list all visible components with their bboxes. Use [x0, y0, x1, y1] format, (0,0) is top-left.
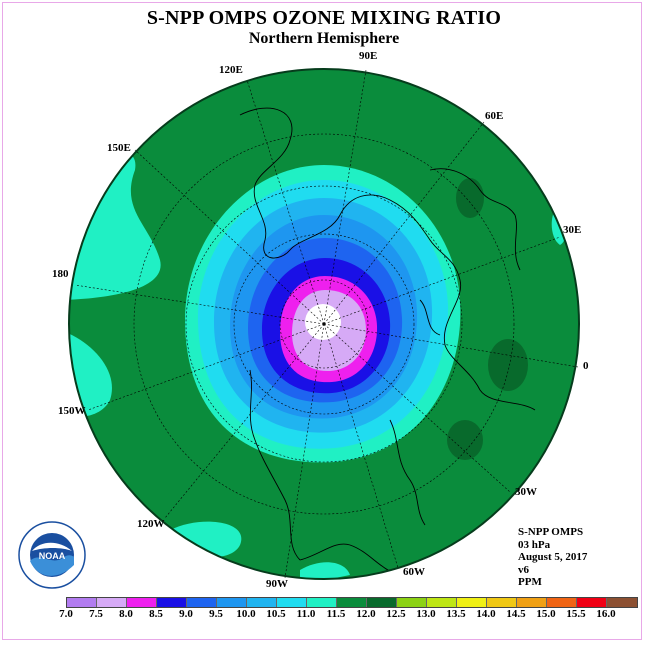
- lon-label-60w: 60W: [403, 566, 425, 578]
- blob-dark-se: [447, 420, 483, 460]
- colorbar-swatch: [577, 598, 607, 607]
- colorbar-swatch: [547, 598, 577, 607]
- colorbar-tick-label: 13.5: [446, 608, 466, 620]
- lon-label-90e: 90E: [359, 50, 378, 62]
- colorbar-swatch: [337, 598, 367, 607]
- colorbar-swatch: [367, 598, 397, 607]
- colorbar-swatch: [67, 598, 97, 607]
- lon-label-90w: 90W: [266, 578, 288, 590]
- patch-cyan-south: [170, 521, 242, 557]
- info-units: PPM: [518, 576, 542, 588]
- colorbar-swatch: [397, 598, 427, 607]
- product-info: S-NPP OMPS 03 hPa August 5, 2017 v6 PPM: [518, 526, 587, 589]
- colorbar-swatch: [487, 598, 517, 607]
- polar-no-data: [305, 304, 341, 340]
- noaa-logo: NOAA: [18, 521, 86, 589]
- lon-label-30e: 30E: [563, 224, 582, 236]
- noaa-logo-text: NOAA: [39, 551, 66, 561]
- lon-label-120e: 120E: [219, 64, 243, 76]
- info-date: August 5, 2017: [518, 551, 588, 563]
- patch-cyan-bottom: [300, 562, 350, 579]
- map-title: S-NPP OMPS OZONE MIXING RATIO: [146, 7, 502, 29]
- colorbar-swatch: [607, 598, 637, 607]
- colorbar-tick-label: 10.5: [266, 608, 286, 620]
- colorbar-swatch: [157, 598, 187, 607]
- graticule: [74, 69, 579, 579]
- colorbar-tick-label: 11.0: [296, 608, 316, 620]
- colorbar-tick-label: 11.5: [326, 608, 346, 620]
- colorbar-swatch: [427, 598, 457, 607]
- colorbar-tick-label: 13.0: [416, 608, 436, 620]
- map-border: [68, 68, 580, 580]
- colorbar-tick-label: 14.5: [506, 608, 526, 620]
- lon-label-60e: 60E: [485, 110, 504, 122]
- colorbar-swatch: [277, 598, 307, 607]
- colorbar-tick-label: 9.0: [179, 608, 193, 620]
- colorbar-tick-label: 10.0: [236, 608, 256, 620]
- map-subtitle: Northern Hemisphere: [248, 30, 400, 47]
- colorbar-swatch: [187, 598, 217, 607]
- coastlines: [239, 107, 536, 576]
- colorbar-swatch: [217, 598, 247, 607]
- info-version: v6: [518, 563, 529, 576]
- lon-label-120w: 120W: [137, 518, 165, 530]
- lon-label-180: 180: [52, 268, 69, 280]
- colorbar-swatch: [247, 598, 277, 607]
- colorbar-tick-label: 12.0: [356, 608, 376, 620]
- colorbar-tick-label: 12.5: [386, 608, 406, 620]
- colorbar-swatch: [97, 598, 127, 607]
- colorbar-swatch: [457, 598, 487, 607]
- colorbar-swatch: [307, 598, 337, 607]
- blob-dark-e: [488, 339, 528, 391]
- colorbar-tick-label: 14.0: [476, 608, 496, 620]
- lon-label-150w: 150W: [58, 405, 86, 417]
- figure-frame: [2, 2, 642, 640]
- colorbar-tick-label: 8.5: [149, 608, 163, 620]
- colorbar-tick-label: 16.0: [596, 608, 616, 620]
- colorbar-tick-label: 15.0: [536, 608, 556, 620]
- lon-label-0: 0: [583, 360, 589, 372]
- blob-dark-ne: [456, 178, 484, 218]
- colorbar-swatch: [517, 598, 547, 607]
- colorbar-tick-label: 7.0: [59, 608, 73, 620]
- colorbar-tick-label: 9.5: [209, 608, 223, 620]
- colorbar: [66, 597, 638, 608]
- colorbar-tick-label: 8.0: [119, 608, 133, 620]
- info-level: 03 hPa: [518, 538, 551, 551]
- lon-label-150e: 150E: [107, 142, 131, 154]
- info-instrument: S-NPP OMPS: [518, 526, 584, 538]
- colorbar-tick-label: 15.5: [566, 608, 586, 620]
- lon-label-30w: 30W: [515, 486, 537, 498]
- colorbar-tick-label: 7.5: [89, 608, 103, 620]
- colorbar-swatch: [127, 598, 157, 607]
